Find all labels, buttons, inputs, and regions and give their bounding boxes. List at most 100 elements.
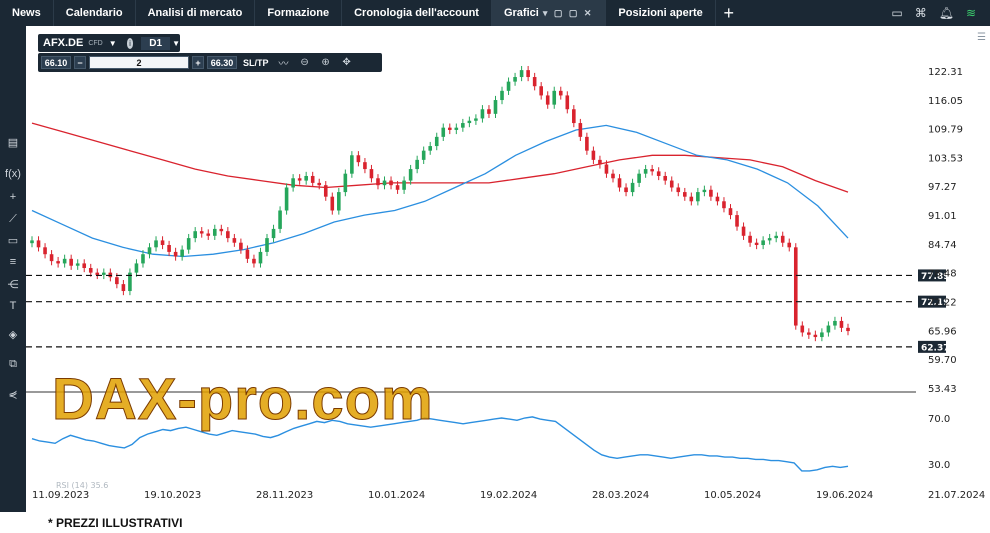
candle-body bbox=[545, 95, 550, 105]
display-icon[interactable]: ▤ bbox=[7, 137, 19, 149]
info-icon[interactable]: i bbox=[126, 37, 134, 49]
timeframe-select[interactable]: D1 bbox=[141, 36, 171, 50]
quantity-input[interactable]: 2 bbox=[89, 56, 189, 69]
candle-body bbox=[49, 254, 54, 262]
buy-price-button[interactable]: 66.30 bbox=[207, 56, 237, 69]
candle-body bbox=[88, 268, 93, 273]
candle-body bbox=[754, 242, 759, 246]
date-tick-label: 10.01.2024 bbox=[368, 490, 425, 501]
price-tick-label: 91.01 bbox=[928, 211, 957, 222]
chart-type-icon[interactable]: 〰 bbox=[278, 59, 289, 70]
candle-body bbox=[167, 245, 171, 252]
zoom-out-icon[interactable]: ⊖ bbox=[300, 57, 309, 68]
increase-quantity-button[interactable]: + bbox=[192, 56, 204, 69]
text-icon[interactable]: T bbox=[9, 300, 17, 312]
level-label-box bbox=[918, 295, 946, 308]
fibonacci-icon[interactable]: ≡ bbox=[9, 256, 17, 268]
add-tab-button[interactable]: + bbox=[723, 2, 735, 23]
candle-body bbox=[199, 231, 204, 234]
tab-formazione[interactable]: Formazione bbox=[255, 0, 343, 26]
tab-calendario[interactable]: Calendario bbox=[54, 0, 136, 26]
candle-body bbox=[258, 251, 263, 264]
date-tick-label: 28.03.2024 bbox=[592, 490, 649, 501]
price-tick-label: 72.22 bbox=[928, 298, 957, 309]
candle-body bbox=[846, 327, 850, 332]
candle-body bbox=[297, 178, 302, 181]
decrease-quantity-button[interactable]: − bbox=[74, 56, 86, 69]
candle-body bbox=[813, 334, 818, 338]
candle-body bbox=[36, 240, 41, 248]
candle-body bbox=[102, 272, 106, 275]
price-chart[interactable]: 77.89 72.19 62.37 122.31 116.05 109.79 103.53… bbox=[26, 26, 990, 512]
candle-body bbox=[428, 146, 433, 151]
rsi-label: RSI (14) 35.6 bbox=[56, 481, 108, 490]
tab-news[interactable]: News bbox=[0, 0, 54, 26]
symbol-dropdown-icon[interactable]: ▼ bbox=[108, 38, 117, 48]
pitchfork-icon[interactable]: ⋲ bbox=[7, 279, 19, 291]
share-icon[interactable]: ⋞ bbox=[8, 389, 18, 401]
network-icon[interactable]: ⌘ bbox=[914, 6, 927, 20]
candle-body bbox=[480, 109, 485, 119]
price-tick-label: 53.43 bbox=[928, 384, 957, 395]
layout-icon[interactable]: ▭ bbox=[891, 6, 903, 20]
candle-body bbox=[598, 159, 602, 165]
price-tick-label: 122.31 bbox=[928, 67, 963, 78]
price-tick-label: 97.27 bbox=[928, 182, 957, 193]
candle-body bbox=[75, 263, 80, 266]
level-label-box bbox=[918, 269, 946, 282]
candle-body bbox=[252, 258, 256, 264]
price-tick-label: 84.74 bbox=[928, 240, 957, 251]
candle-body bbox=[506, 81, 511, 91]
candle-body bbox=[317, 182, 322, 186]
tab-window-controls[interactable]: ▾ ▢ ▢ ✕ bbox=[542, 7, 594, 18]
candle-body bbox=[526, 70, 530, 78]
chart-area[interactable]: 77.89 72.19 62.37 122.31 116.05 109.79 103.53… bbox=[26, 26, 990, 512]
candle-body bbox=[800, 325, 805, 333]
price-tick-label: 78.48 bbox=[928, 269, 957, 280]
function-icon[interactable]: f(x) bbox=[5, 168, 21, 180]
zoom-in-icon[interactable]: ⊕ bbox=[321, 57, 330, 68]
sell-price-button[interactable]: 66.10 bbox=[41, 56, 71, 69]
candle-body bbox=[637, 173, 641, 183]
candle-body bbox=[702, 189, 707, 193]
layers-icon[interactable]: ◈ bbox=[8, 329, 18, 341]
candle-body bbox=[356, 155, 361, 163]
date-tick-label: 19.06.2024 bbox=[816, 490, 873, 501]
candle-body bbox=[212, 228, 217, 236]
candle-body bbox=[565, 95, 570, 110]
moving-average-fast bbox=[31, 124, 849, 258]
timeframe-dropdown-icon[interactable]: ▼ bbox=[172, 38, 180, 48]
sl-tp-button[interactable]: SL/TP bbox=[243, 57, 269, 68]
candle-body bbox=[271, 228, 276, 239]
tab-posizioni-aperte[interactable]: Posizioni aperte bbox=[606, 0, 716, 26]
candle-body bbox=[709, 189, 713, 197]
tab-grafici[interactable]: Grafici ▾ ▢ ▢ ✕ bbox=[491, 0, 607, 26]
candle-body bbox=[833, 320, 837, 326]
candle-body bbox=[780, 235, 785, 243]
date-tick-label: 10.05.2024 bbox=[704, 490, 761, 501]
level-label: 72.19 bbox=[921, 298, 949, 308]
candle-body bbox=[408, 169, 413, 181]
rectangle-icon[interactable]: ▭ bbox=[7, 235, 19, 247]
candle-body bbox=[69, 258, 73, 266]
symbol-name[interactable]: AFX.DE bbox=[43, 37, 84, 49]
trendline-icon[interactable]: ⟋ bbox=[9, 213, 17, 225]
candle-body bbox=[389, 180, 393, 186]
level-label-box bbox=[918, 340, 946, 353]
move-icon[interactable]: ✥ bbox=[342, 57, 351, 68]
bell-icon[interactable]: 🔔︎ bbox=[938, 6, 954, 20]
candle-body bbox=[585, 136, 589, 151]
candle-body bbox=[826, 325, 831, 333]
candle-body bbox=[558, 90, 563, 96]
candle-body bbox=[650, 169, 654, 172]
candle-body bbox=[147, 247, 152, 255]
crosshair-icon[interactable]: + bbox=[9, 191, 17, 203]
tab-analisi-di-mercato[interactable]: Analisi di mercato bbox=[136, 0, 256, 26]
candle-body bbox=[683, 192, 687, 197]
layers-stack-icon[interactable]: ⧉ bbox=[9, 358, 17, 370]
candle-body bbox=[611, 173, 615, 179]
candle-body bbox=[376, 178, 380, 186]
chart-menu-icon[interactable]: ☰ bbox=[977, 32, 986, 43]
candle-body bbox=[180, 249, 184, 257]
tab-cronologia-account[interactable]: Cronologia dell'account bbox=[342, 0, 492, 26]
